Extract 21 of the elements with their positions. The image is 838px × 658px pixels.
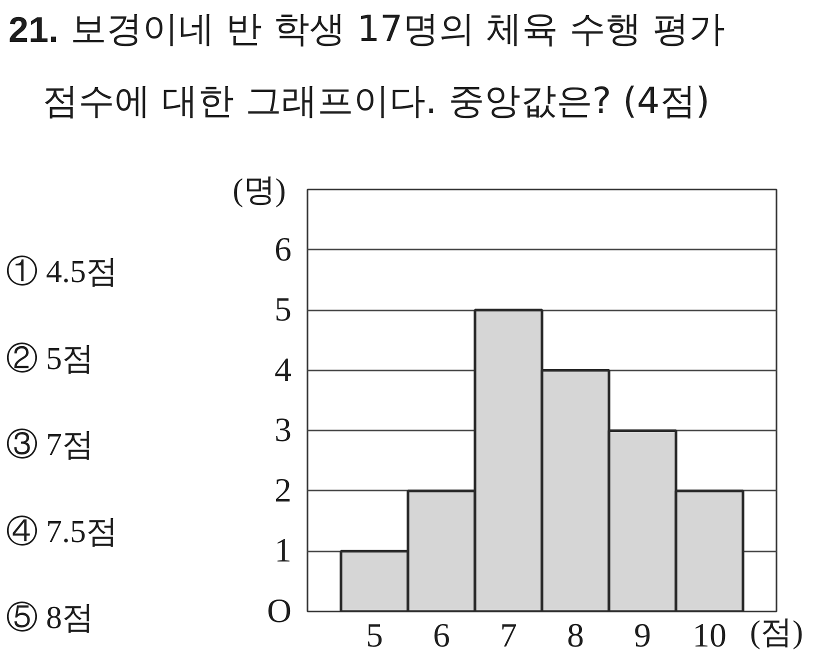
text: ③ 7점 [6,425,94,463]
y-axis-title: (명) [232,172,286,208]
chart-title: 21. 보경이네 반 학생 17명의 체육 수행 평가 점수에 대한 그래프이다. 중앙값은? (4점) [8,9,726,122]
text: ⑤ 8점 [6,598,94,636]
y-tick-label: 4 [274,352,292,389]
y-tick-label: 5 [274,292,292,329]
x-tick-label: 8 [567,618,584,654]
x-tick-label: 10 [692,618,726,654]
text: ① 4.5점 [6,252,118,290]
y-tick-label: 3 [274,412,292,450]
text: ② 5점 [6,338,94,376]
x-tick-label: 5 [366,618,383,654]
x-tick-label: 6 [433,618,450,654]
x-axis-title: (점) [750,614,804,650]
x-tick-label: 9 [634,618,651,654]
y-tick-label: 2 [274,472,292,510]
text: ④ 7.5점 [6,512,118,550]
y-tick-label: O [266,593,292,630]
y-tick-label: 6 [274,231,292,268]
x-tick-label: 7 [500,618,517,654]
y-tick-label: 1 [274,532,292,570]
